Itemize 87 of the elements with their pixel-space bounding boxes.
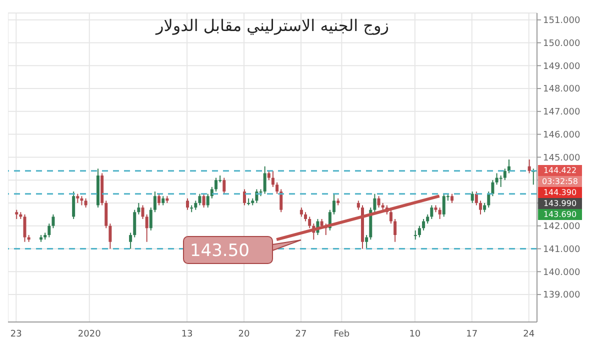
x-tick-label: 17: [466, 329, 478, 340]
candlestick: [280, 188, 283, 213]
candlestick: [129, 232, 132, 250]
candlestick: [377, 196, 380, 208]
candlestick: [430, 204, 434, 220]
candlestick: [487, 191, 490, 208]
candlestick: [104, 200, 108, 229]
candlestick: [214, 177, 218, 192]
candlestick: [194, 200, 198, 210]
candlestick: [442, 193, 446, 218]
candlestick: [242, 188, 246, 206]
candlestick: [478, 200, 482, 215]
x-tick-label: Feb: [334, 329, 350, 340]
candlestick: [48, 223, 51, 238]
candlestick: [162, 196, 165, 206]
candlestick: [108, 223, 112, 250]
text: 144.422: [538, 165, 582, 176]
candlestick: [438, 207, 442, 220]
candlestick: [528, 158, 531, 174]
candlestick: [153, 191, 156, 213]
x-tick-label: 27: [295, 329, 307, 340]
candlestick: [76, 193, 80, 204]
text: 143.990: [538, 198, 582, 209]
text: 03:32:58: [538, 176, 582, 187]
y-tick-label: 141.000: [543, 244, 580, 255]
candlestick: [186, 198, 190, 210]
x-tick-label: 23: [10, 329, 22, 340]
candlestick: [503, 168, 506, 181]
y-tick-label: 142.000: [543, 222, 580, 232]
x-tick-label: 10: [409, 329, 421, 340]
candlestick: [137, 202, 140, 215]
candlestick: [389, 209, 392, 224]
candlestick: [202, 193, 206, 208]
y-tick-label: 148.000: [543, 84, 580, 95]
candlestick: [470, 191, 474, 204]
candlestick: [267, 170, 270, 181]
candlestick: [304, 212, 308, 222]
candlestick: [373, 193, 376, 213]
annotation: 143.50: [182, 236, 273, 264]
candlestick: [483, 202, 486, 213]
candlestick: [418, 225, 421, 238]
text: 144.390: [538, 187, 582, 198]
y-tick-label: 150.000: [543, 38, 580, 49]
text: 143.690: [538, 209, 582, 220]
candlestick: [308, 216, 312, 229]
candlestick: [72, 191, 76, 220]
candlestick: [499, 175, 502, 188]
y-tick-label: 149.000: [543, 62, 580, 72]
candlestick: [271, 170, 274, 188]
x-tick-label: 20: [238, 329, 250, 340]
candlestick: [222, 177, 226, 194]
candlestick: [365, 234, 368, 250]
candlestick: [422, 218, 426, 231]
candlestick: [300, 207, 303, 218]
candlestick: [15, 209, 18, 220]
candlestick: [394, 218, 397, 242]
candlestick: [210, 186, 214, 199]
y-tick-label: 146.000: [543, 130, 580, 141]
y-tick-label: 139.000: [543, 290, 580, 301]
candlestick: [52, 214, 55, 229]
candlestick: [206, 193, 210, 208]
candlestick: [426, 214, 430, 224]
y-tick-label: 140.000: [543, 268, 580, 278]
x-tick-label: 2020: [78, 329, 102, 340]
candlestick: [149, 207, 152, 231]
candlestick: [23, 214, 26, 242]
candlestick: [276, 182, 279, 194]
candlestick: [491, 180, 494, 197]
candlestick: [198, 193, 202, 206]
x-tick-label: 13: [181, 329, 193, 340]
candlestick: [84, 198, 88, 208]
candlestick: [356, 200, 360, 210]
y-tick-label: 151.000: [543, 16, 580, 26]
candlestick: [332, 193, 336, 215]
y-tick-label: 147.000: [543, 108, 580, 118]
candlestick: [495, 172, 498, 186]
y-tick-label: 145.000: [543, 153, 580, 164]
candlestick: [141, 204, 144, 220]
candlestick: [474, 191, 478, 206]
candlestick: [145, 214, 148, 242]
chart-title: زوج الجنيه الاسترليني مقابل الدولار: [154, 16, 390, 35]
candlestick: [158, 193, 161, 206]
candlestick: [450, 193, 454, 204]
candlestick: [133, 209, 136, 238]
candlestick: [414, 230, 417, 240]
x-tick-label: 24: [523, 329, 535, 340]
candlestick: [263, 166, 266, 194]
